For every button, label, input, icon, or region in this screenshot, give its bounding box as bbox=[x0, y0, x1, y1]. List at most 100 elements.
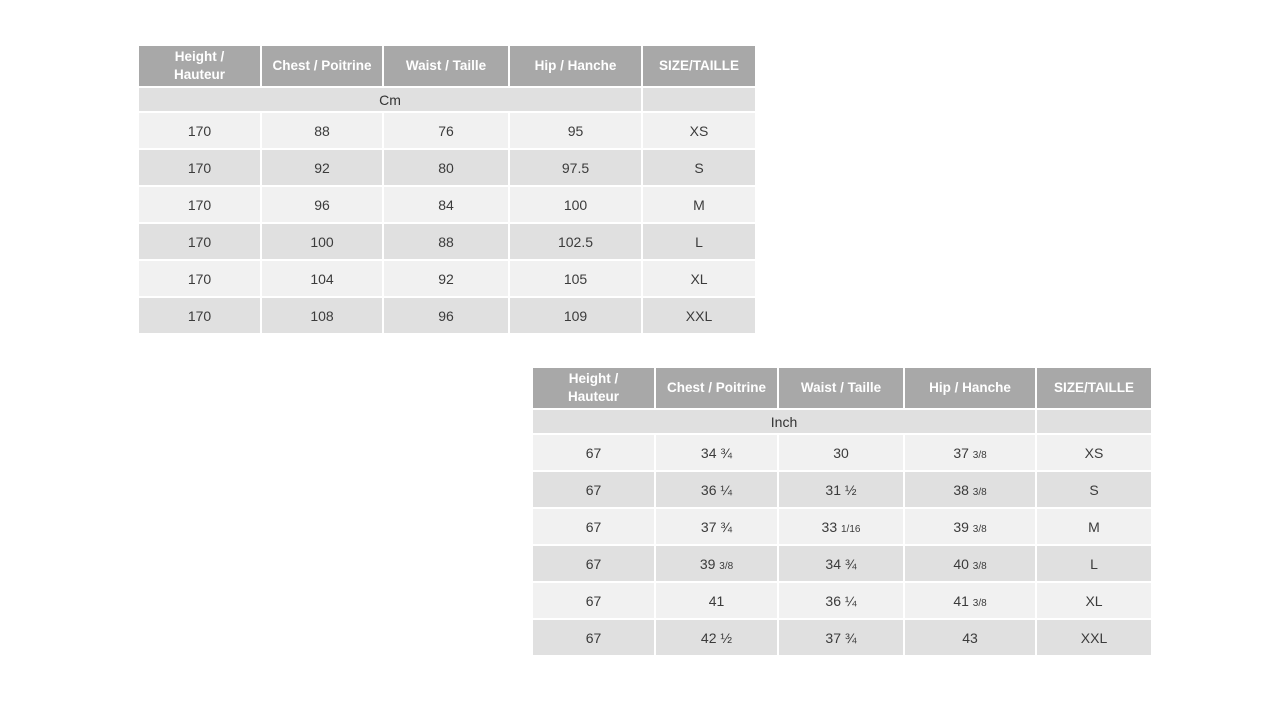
table-row: 67 36 ¼ 31 ½ 38 3/8 S bbox=[531, 470, 1153, 509]
table-cell: M bbox=[1035, 507, 1153, 546]
table-cell: 31 ½ bbox=[777, 470, 905, 509]
table-cell: 38 3/8 bbox=[903, 470, 1037, 509]
table-row: 67 39 3/8 34 ¾ 40 3/8 L bbox=[531, 544, 1153, 583]
table-cell: S bbox=[641, 148, 757, 187]
column-header: Height / Hauteur bbox=[137, 44, 262, 88]
table-cell: XS bbox=[1035, 433, 1153, 472]
table-row: 170 92 80 97.5 S bbox=[137, 148, 757, 187]
table-cell: 170 bbox=[137, 222, 262, 261]
table-cell: 170 bbox=[137, 259, 262, 298]
table-cell: 30 bbox=[777, 433, 905, 472]
table-cell: 42 ½ bbox=[654, 618, 779, 657]
unit-row-spacer bbox=[1035, 408, 1153, 435]
table-cell: S bbox=[1035, 470, 1153, 509]
table-cell: 67 bbox=[531, 507, 656, 546]
table-cell: 37 ¾ bbox=[777, 618, 905, 657]
column-header: Waist / Taille bbox=[382, 44, 510, 88]
table-cell: 109 bbox=[508, 296, 643, 335]
header-row: Height / Hauteur Chest / Poitrine Waist / … bbox=[531, 366, 1153, 410]
small-fraction: 3/8 bbox=[972, 597, 987, 609]
table-cell: 41 bbox=[654, 581, 779, 620]
table-cell: 170 bbox=[137, 111, 262, 150]
table-cell: 36 ¼ bbox=[654, 470, 779, 509]
small-fraction: 1/16 bbox=[841, 523, 861, 535]
cm-size-table: Height / Hauteur Chest / Poitrine Waist / … bbox=[137, 44, 757, 335]
table-cell: 67 bbox=[531, 470, 656, 509]
table-cell: 39 3/8 bbox=[903, 507, 1037, 546]
unit-row-spacer bbox=[641, 86, 757, 113]
table-cell: 67 bbox=[531, 544, 656, 583]
header-row: Height / Hauteur Chest / Poitrine Waist / … bbox=[137, 44, 757, 88]
table-cell: 67 bbox=[531, 581, 656, 620]
unit-row: Cm bbox=[137, 86, 757, 113]
table-cell: 104 bbox=[260, 259, 384, 298]
table-cell: 39 3/8 bbox=[654, 544, 779, 583]
table-cell: 95 bbox=[508, 111, 643, 150]
small-fraction: 3/8 bbox=[972, 560, 987, 572]
column-header: Waist / Taille bbox=[777, 366, 905, 410]
table-cell: 170 bbox=[137, 148, 262, 187]
small-fraction: 3/8 bbox=[972, 486, 987, 498]
column-header: Hip / Hanche bbox=[903, 366, 1037, 410]
table-cell: XXL bbox=[1035, 618, 1153, 657]
table-cell: 37 3/8 bbox=[903, 433, 1037, 472]
table-cell: 43 bbox=[903, 618, 1037, 657]
table-cell: 92 bbox=[382, 259, 510, 298]
table-cell: 76 bbox=[382, 111, 510, 150]
table-cell: 102.5 bbox=[508, 222, 643, 261]
table-cell: XXL bbox=[641, 296, 757, 335]
table-row: 67 41 36 ¼ 41 3/8 XL bbox=[531, 581, 1153, 620]
table-row: 170 96 84 100 M bbox=[137, 185, 757, 224]
table-cell: XL bbox=[1035, 581, 1153, 620]
table-row: 170 108 96 109 XXL bbox=[137, 296, 757, 335]
table-cell: 34 ¾ bbox=[777, 544, 905, 583]
table-cell: 33 1/16 bbox=[777, 507, 905, 546]
table-cell: XS bbox=[641, 111, 757, 150]
table-cell: 170 bbox=[137, 296, 262, 335]
inch-table-header: Height / Hauteur Chest / Poitrine Waist / … bbox=[531, 366, 1153, 435]
small-fraction: 3/8 bbox=[719, 560, 734, 572]
column-header: SIZE/TAILLE bbox=[1035, 366, 1153, 410]
inch-size-table: Height / Hauteur Chest / Poitrine Waist / … bbox=[531, 366, 1153, 657]
table-row: 170 88 76 95 XS bbox=[137, 111, 757, 150]
table-cell: 100 bbox=[508, 185, 643, 224]
column-header: Chest / Poitrine bbox=[260, 44, 384, 88]
table-cell: 40 3/8 bbox=[903, 544, 1037, 583]
unit-label: Cm bbox=[137, 86, 643, 113]
table-cell: 84 bbox=[382, 185, 510, 224]
column-header: Hip / Hanche bbox=[508, 44, 643, 88]
unit-label: Inch bbox=[531, 408, 1037, 435]
table-cell: 34 ¾ bbox=[654, 433, 779, 472]
table-row: 170 100 88 102.5 L bbox=[137, 222, 757, 261]
table-cell: 80 bbox=[382, 148, 510, 187]
table-cell: L bbox=[641, 222, 757, 261]
table-cell: 170 bbox=[137, 185, 262, 224]
table-cell: 96 bbox=[382, 296, 510, 335]
table-cell: M bbox=[641, 185, 757, 224]
cm-table-header: Height / Hauteur Chest / Poitrine Waist / … bbox=[137, 44, 757, 113]
cm-table-body: 170 88 76 95 XS 170 92 80 97.5 S 170 96 84 100 M 170 100… bbox=[137, 111, 757, 335]
table-cell: 97.5 bbox=[508, 148, 643, 187]
table-cell: 96 bbox=[260, 185, 384, 224]
table-cell: XL bbox=[641, 259, 757, 298]
table-cell: 36 ¼ bbox=[777, 581, 905, 620]
table-cell: 41 3/8 bbox=[903, 581, 1037, 620]
table-cell: 92 bbox=[260, 148, 384, 187]
column-header: Height / Hauteur bbox=[531, 366, 656, 410]
table-cell: 108 bbox=[260, 296, 384, 335]
small-fraction: 3/8 bbox=[972, 449, 987, 461]
table-cell: 100 bbox=[260, 222, 384, 261]
table-row: 67 34 ¾ 30 37 3/8 XS bbox=[531, 433, 1153, 472]
table-cell: 67 bbox=[531, 618, 656, 657]
table-row: 67 42 ½ 37 ¾ 43 XXL bbox=[531, 618, 1153, 657]
table-cell: L bbox=[1035, 544, 1153, 583]
table-cell: 88 bbox=[260, 111, 384, 150]
unit-row: Inch bbox=[531, 408, 1153, 435]
table-cell: 37 ¾ bbox=[654, 507, 779, 546]
table-cell: 67 bbox=[531, 433, 656, 472]
column-header: Chest / Poitrine bbox=[654, 366, 779, 410]
table-cell: 88 bbox=[382, 222, 510, 261]
small-fraction: 3/8 bbox=[972, 523, 987, 535]
table-cell: 105 bbox=[508, 259, 643, 298]
